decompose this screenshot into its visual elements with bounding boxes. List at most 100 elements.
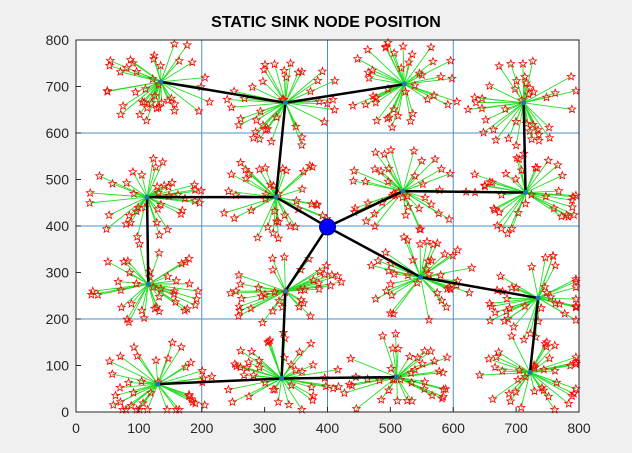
sensor-node xyxy=(154,291,165,301)
sensor-link xyxy=(238,274,286,292)
sensor-node xyxy=(383,37,393,47)
sensor-node xyxy=(142,102,153,112)
sensor-node xyxy=(474,370,485,380)
sensor-node xyxy=(402,235,413,245)
cluster-head xyxy=(279,376,285,382)
sensor-link xyxy=(400,67,405,85)
sensor-node xyxy=(510,83,520,94)
sensor-node xyxy=(135,109,145,119)
sensor-node xyxy=(516,402,527,412)
sensor-link xyxy=(525,192,567,216)
sensor-node xyxy=(240,164,251,174)
y-tick-label: 200 xyxy=(46,311,70,327)
sensor-node xyxy=(131,404,142,414)
sink-node-group xyxy=(319,218,336,236)
sensor-node xyxy=(254,133,265,144)
sensor-node xyxy=(273,396,284,407)
sensor-node xyxy=(296,140,307,150)
sensor-node xyxy=(279,65,290,75)
sensor-node xyxy=(314,96,325,106)
sensor-node xyxy=(479,180,490,190)
sensor-node xyxy=(113,276,124,286)
sensor-link xyxy=(396,376,413,402)
sensor-node xyxy=(123,377,134,387)
sensor-node xyxy=(390,328,401,338)
sensor-node xyxy=(428,239,438,249)
sensor-node xyxy=(176,258,187,268)
sensor-node xyxy=(537,382,547,392)
sensor-link xyxy=(508,102,525,139)
sensor-node xyxy=(511,75,522,86)
sensor-node xyxy=(328,383,338,393)
sensor-link xyxy=(387,42,405,85)
sensor-node xyxy=(505,58,516,68)
sensor-node xyxy=(269,384,280,394)
sensor-node xyxy=(151,302,162,312)
sensor-node xyxy=(426,199,437,209)
sensor-link xyxy=(148,263,182,285)
sensor-node xyxy=(290,221,301,231)
sensor-node xyxy=(185,357,196,367)
sensor-node xyxy=(464,287,475,297)
sensor-node xyxy=(121,404,131,414)
sensor-link xyxy=(537,257,546,299)
sensor-node xyxy=(241,173,251,183)
sensor-node xyxy=(383,163,394,173)
sensor-link xyxy=(403,61,434,85)
sensor-node xyxy=(204,96,215,107)
sensor-node xyxy=(503,133,514,143)
sensor-node xyxy=(544,353,555,363)
sensor-link xyxy=(146,196,159,210)
sensor-link xyxy=(375,83,405,104)
sensor-node xyxy=(383,265,394,276)
sensor-link xyxy=(123,261,149,285)
sensor-node xyxy=(162,224,173,234)
sensor-link xyxy=(285,282,319,292)
sensor-link xyxy=(529,372,577,390)
sensor-link xyxy=(525,167,536,193)
sensor-node xyxy=(329,75,340,85)
sensor-link xyxy=(160,44,188,83)
sensor-node xyxy=(393,343,404,353)
sensor-node xyxy=(352,53,363,64)
sensor-node xyxy=(523,89,534,99)
sensor-node xyxy=(526,134,537,144)
sensor-link xyxy=(523,102,550,128)
y-tick-label: 400 xyxy=(46,218,70,234)
sensor-link xyxy=(267,342,283,379)
sensor-node xyxy=(108,399,119,410)
sensor-node xyxy=(483,353,494,363)
sensor-node xyxy=(297,183,308,194)
sensor-node xyxy=(179,305,190,315)
sensor-link xyxy=(391,276,421,296)
sensor-link xyxy=(516,80,525,103)
sensor-node xyxy=(369,208,380,218)
sensor-link xyxy=(120,81,162,115)
sensor-node xyxy=(255,106,266,116)
sensor-link xyxy=(240,350,282,379)
sensor-link xyxy=(344,376,397,394)
sensor-node xyxy=(186,393,197,404)
sensor-node xyxy=(128,387,139,397)
sensor-link xyxy=(404,76,441,85)
sensor-link xyxy=(489,297,539,305)
sensor-node xyxy=(286,380,297,390)
sensor-node xyxy=(569,209,579,220)
sensor-node xyxy=(403,270,413,280)
sensor-node xyxy=(336,276,347,287)
sensor-node xyxy=(520,371,530,381)
sensor-node xyxy=(417,358,428,368)
sensor-node xyxy=(552,159,563,170)
sensor-node xyxy=(497,365,508,376)
sensor-link xyxy=(483,102,524,133)
sensor-link xyxy=(523,96,547,104)
sensor-node xyxy=(167,177,177,187)
sensor-node xyxy=(380,247,391,257)
sensor-node xyxy=(526,261,537,271)
sensor-node xyxy=(419,383,430,394)
sensor-node xyxy=(567,390,577,401)
sensor-link xyxy=(285,290,311,317)
sensor-link xyxy=(285,71,323,104)
sensor-node xyxy=(429,356,440,366)
sensor-node xyxy=(257,76,268,86)
